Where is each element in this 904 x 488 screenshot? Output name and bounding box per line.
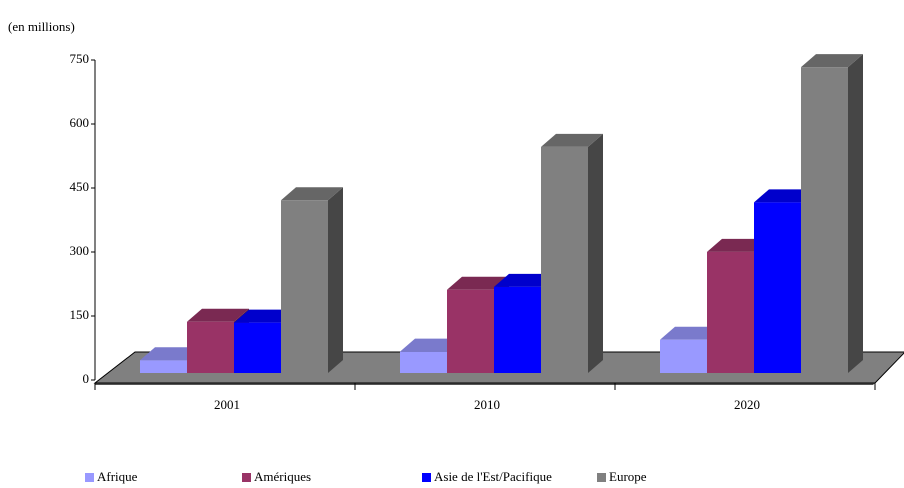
bar-front <box>187 321 234 373</box>
bar <box>801 54 863 373</box>
legend-label: Asie de l'Est/Pacifique <box>434 469 552 484</box>
bar-front <box>140 360 187 373</box>
unit-label: (en millions) <box>8 19 75 34</box>
bar-top <box>707 238 769 252</box>
bar-side <box>848 54 863 373</box>
bar-top <box>140 347 202 361</box>
bar-front <box>541 146 588 373</box>
y-tick-label: 450 <box>70 179 90 194</box>
legend-swatch <box>85 473 94 482</box>
bar-top <box>281 187 343 201</box>
legend-label: Amériques <box>254 469 311 484</box>
legend-swatch <box>242 473 251 482</box>
bar-front <box>234 322 281 373</box>
legend-label: Europe <box>609 469 647 484</box>
bar-front <box>447 289 494 373</box>
bar-top <box>234 309 296 323</box>
bar-front <box>494 286 541 373</box>
bar-top <box>541 133 603 147</box>
x-tick-label: 2001 <box>214 397 240 412</box>
bar-top <box>801 54 863 68</box>
legend-swatch <box>597 473 606 482</box>
bar-top <box>187 308 249 322</box>
legend-swatch <box>422 473 431 482</box>
x-tick-label: 2020 <box>734 397 760 412</box>
bar-front <box>660 339 707 373</box>
bar-front <box>754 202 801 373</box>
x-tick-label: 2010 <box>474 397 500 412</box>
bar-front <box>400 351 447 373</box>
bar-side <box>588 133 603 373</box>
bar-top <box>660 326 722 340</box>
y-tick-label: 600 <box>70 115 90 130</box>
bar-top <box>494 273 556 287</box>
bar <box>541 133 603 373</box>
bar-top <box>447 276 509 290</box>
bar-side <box>328 187 343 373</box>
bar-front <box>707 251 754 373</box>
y-tick-label: 0 <box>83 371 90 386</box>
bar-front <box>281 200 328 373</box>
bar-top <box>754 189 816 203</box>
legend-label: Afrique <box>97 469 138 484</box>
y-tick-label: 300 <box>70 243 90 258</box>
bar-front <box>801 67 848 373</box>
bar-top <box>400 338 462 352</box>
y-tick-label: 150 <box>70 307 90 322</box>
bar <box>281 187 343 373</box>
y-tick-label: 750 <box>70 51 90 66</box>
